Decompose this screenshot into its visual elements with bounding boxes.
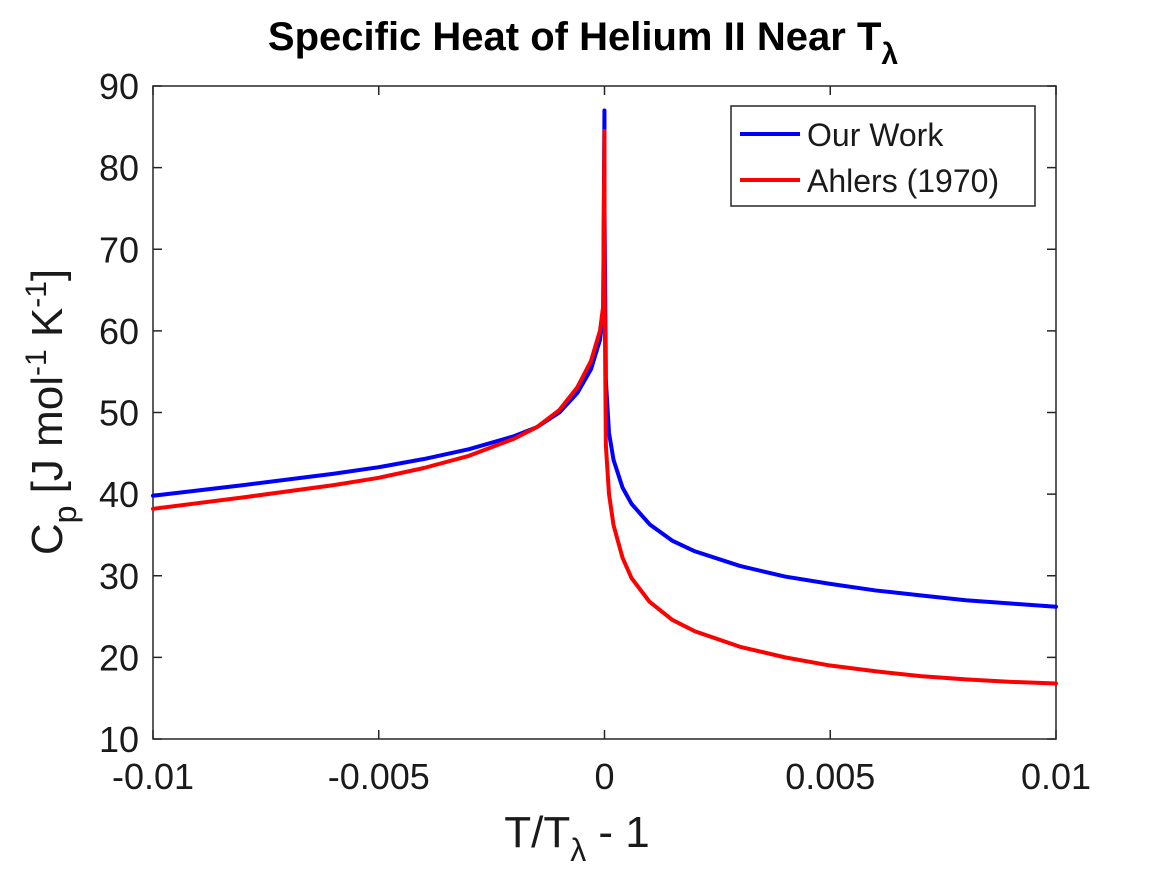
x-tick-label: -0.005 <box>328 756 430 797</box>
legend: Our Work Ahlers (1970) <box>730 105 1036 207</box>
y-tick-label: 60 <box>99 311 139 352</box>
y-tick-label: 40 <box>99 474 139 515</box>
y-tick-label: 30 <box>99 556 139 597</box>
y-tick-label: 70 <box>99 229 139 270</box>
x-tick-label: 0.005 <box>785 756 875 797</box>
x-tick-label: 0.01 <box>1021 756 1091 797</box>
series-line-1 <box>151 128 1058 686</box>
y-tick-label: 50 <box>99 393 139 434</box>
x-axis-label: T/Tλ - 1 <box>504 808 650 868</box>
legend-box <box>730 105 1036 207</box>
y-tick-label: 90 <box>99 66 139 107</box>
chart-title: Specific Heat of Helium II Near Tλ <box>268 15 899 71</box>
y-tick-label: 20 <box>99 637 139 678</box>
series-layer <box>151 108 1058 686</box>
y-axis-label: Cp [J mol-1 K-1] <box>20 269 83 555</box>
legend-label-our-work: Our Work <box>807 117 944 153</box>
legend-label-ahlers: Ahlers (1970) <box>807 163 999 199</box>
y-tick-label: 10 <box>99 719 139 760</box>
x-tick-label: 0 <box>594 756 614 797</box>
x-tick-label: -0.01 <box>112 756 194 797</box>
x-axis: -0.01 -0.005 0 0.005 0.01 <box>112 86 1091 797</box>
y-axis: 10 20 30 40 50 60 70 80 90 <box>99 66 1056 760</box>
y-tick-label: 80 <box>99 148 139 189</box>
